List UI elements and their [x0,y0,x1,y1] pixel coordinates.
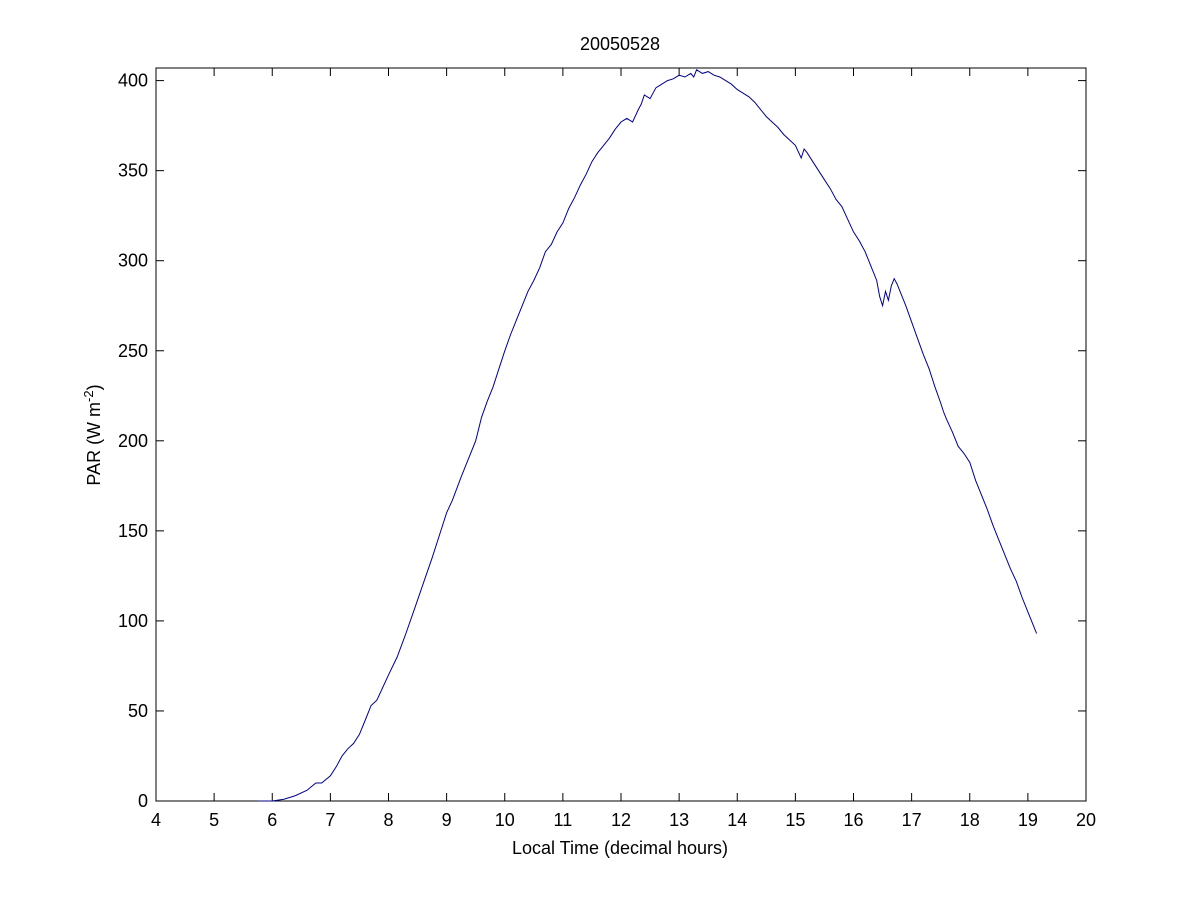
x-tick-label: 20 [1076,810,1096,830]
y-tick-label: 300 [118,251,148,271]
y-axis-label-main: PAR (W m [84,402,104,486]
chart-title: 20050528 [580,34,660,54]
x-tick-label: 19 [1018,810,1038,830]
x-tick-label: 9 [442,810,452,830]
y-tick-label: 100 [118,611,148,631]
x-tick-label: 7 [325,810,335,830]
series-line [257,69,1038,802]
y-tick-label: 0 [138,791,148,811]
y-tick-label: 250 [118,341,148,361]
x-axis-ticks: 4 5 6 7 8 9 10 11 12 13 14 15 16 17 18 19 20 [151,68,1096,830]
y-axis-ticks: 0 50 100 150 200 250 300 350 400 [118,71,1086,811]
x-tick-label: 16 [843,810,863,830]
x-tick-label: 17 [902,810,922,830]
x-axis-label: Local Time (decimal hours) [512,838,728,858]
x-tick-label: 11 [554,810,573,830]
plot-area: 4 5 6 7 8 9 10 11 12 13 14 15 16 17 18 19 20 0 50 100 150 20… [118,67,1096,830]
x-tick-label: 12 [611,810,631,830]
x-tick-label: 14 [727,810,747,830]
y-axis-label: PAR (W m-2) [81,384,104,485]
x-tick-label: 18 [960,810,980,830]
x-tick-label: 4 [151,810,161,830]
y-axis-label-close: ) [84,384,104,390]
y-tick-label: 350 [118,161,148,181]
y-tick-label: 400 [118,71,148,91]
x-tick-label: 8 [383,810,393,830]
x-tick-label: 10 [495,810,515,830]
y-axis-label-superscript: -2 [81,390,96,402]
y-tick-label: 150 [118,521,148,541]
x-tick-label: 6 [267,810,277,830]
x-tick-label: 15 [785,810,805,830]
y-tick-label: 50 [128,701,148,721]
y-tick-label: 200 [118,431,148,451]
x-tick-label: 5 [209,810,219,830]
x-tick-label: 13 [669,810,689,830]
